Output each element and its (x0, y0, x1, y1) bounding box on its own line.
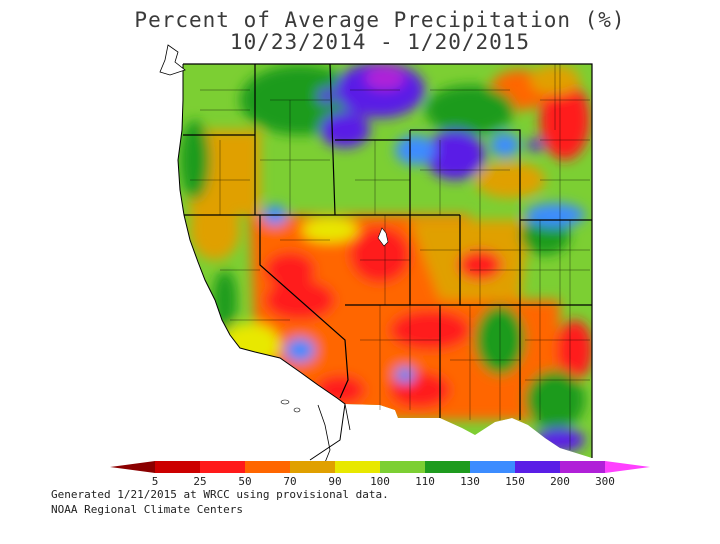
legend-swatch (380, 461, 426, 473)
legend-tick-label: 100 (370, 475, 390, 488)
legend-tick-label: 200 (550, 475, 570, 488)
color-legend: 5 25 50 70 90 100 110 130 150 200 300 (110, 461, 650, 488)
legend-swatch (200, 461, 246, 473)
generated-note: Generated 1/21/2015 at WRCC using provis… (51, 488, 389, 501)
legend-swatch (155, 461, 201, 473)
channel-island (293, 407, 301, 413)
channel-island (280, 399, 290, 405)
legend-arrow-high (605, 461, 650, 473)
legend-swatch (425, 461, 471, 473)
legend-tick-label: 90 (328, 475, 341, 488)
great-salt-lake (377, 227, 389, 247)
coastline (177, 64, 346, 461)
legend-tick-label: 300 (595, 475, 615, 488)
state-boundaries (183, 63, 593, 458)
legend-swatch (335, 461, 381, 473)
legend-swatch (245, 461, 291, 473)
source-note: NOAA Regional Climate Centers (51, 503, 244, 516)
legend-swatch (290, 461, 336, 473)
legend-tick-label: 5 (152, 475, 159, 488)
county-boundaries (190, 64, 590, 450)
baja-outline (317, 403, 351, 471)
map-title: Percent of Average Precipitation (%) (134, 8, 626, 32)
legend-tick-label: 130 (460, 475, 480, 488)
legend-swatch (560, 461, 606, 473)
legend-tick-label: 150 (505, 475, 525, 488)
legend-tick-label: 25 (193, 475, 206, 488)
legend-swatch (470, 461, 516, 473)
legend-tick-label: 50 (238, 475, 251, 488)
legend-tick-label: 70 (283, 475, 296, 488)
legend-tick-label: 110 (415, 475, 435, 488)
legend-arrow-low (110, 461, 155, 473)
legend-swatch (515, 461, 561, 473)
map-date-range: 10/23/2014 - 1/20/2015 (229, 30, 531, 54)
vancouver-island (159, 44, 186, 76)
